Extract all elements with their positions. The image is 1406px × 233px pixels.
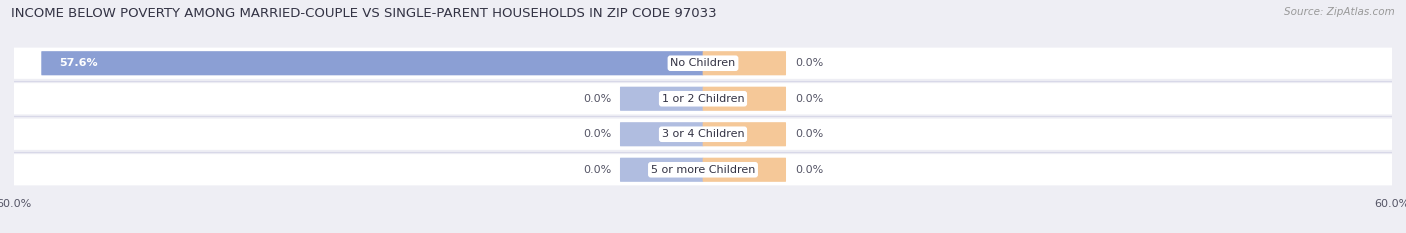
Text: 5 or more Children: 5 or more Children [651, 165, 755, 175]
Text: Source: ZipAtlas.com: Source: ZipAtlas.com [1284, 7, 1395, 17]
Text: 1 or 2 Children: 1 or 2 Children [662, 94, 744, 104]
FancyBboxPatch shape [0, 48, 1406, 79]
FancyBboxPatch shape [620, 158, 703, 182]
Text: 0.0%: 0.0% [583, 129, 612, 139]
Text: 0.0%: 0.0% [794, 165, 823, 175]
FancyBboxPatch shape [0, 119, 1406, 150]
FancyBboxPatch shape [703, 158, 786, 182]
FancyBboxPatch shape [703, 122, 786, 146]
FancyBboxPatch shape [703, 87, 786, 111]
Text: 0.0%: 0.0% [794, 58, 823, 68]
Text: 3 or 4 Children: 3 or 4 Children [662, 129, 744, 139]
Text: 0.0%: 0.0% [794, 94, 823, 104]
Text: 0.0%: 0.0% [583, 94, 612, 104]
FancyBboxPatch shape [703, 51, 786, 75]
Text: 0.0%: 0.0% [794, 129, 823, 139]
Text: INCOME BELOW POVERTY AMONG MARRIED-COUPLE VS SINGLE-PARENT HOUSEHOLDS IN ZIP COD: INCOME BELOW POVERTY AMONG MARRIED-COUPL… [11, 7, 717, 20]
FancyBboxPatch shape [41, 51, 703, 75]
FancyBboxPatch shape [0, 154, 1406, 185]
Text: 0.0%: 0.0% [583, 165, 612, 175]
FancyBboxPatch shape [620, 122, 703, 146]
FancyBboxPatch shape [0, 83, 1406, 114]
Text: 57.6%: 57.6% [59, 58, 97, 68]
Text: No Children: No Children [671, 58, 735, 68]
FancyBboxPatch shape [620, 87, 703, 111]
